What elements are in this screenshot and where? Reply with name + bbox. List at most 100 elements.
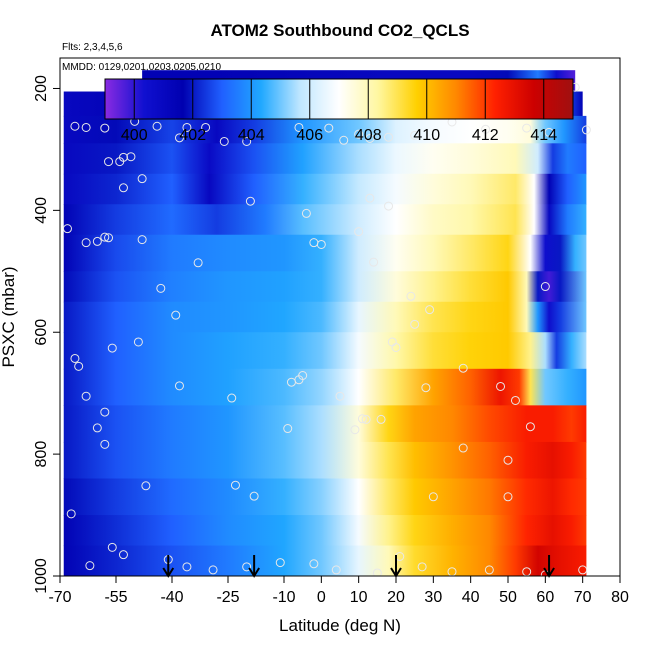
- y-axis-tick-label: 400: [33, 197, 50, 224]
- sample-point: [331, 565, 341, 575]
- sample-point: [126, 152, 136, 162]
- x-axis-tick-label: -70: [48, 589, 71, 606]
- chart-subtitle-dates: MMDD: 0129,0201,0203,0205,0210: [62, 62, 221, 73]
- sample-point: [540, 282, 550, 292]
- sample-point: [372, 568, 382, 576]
- sample-point: [100, 232, 110, 242]
- sample-point: [544, 127, 554, 137]
- colorbar-tick-label: 408: [355, 127, 382, 144]
- sample-point: [100, 123, 110, 133]
- sample-point: [503, 492, 513, 502]
- plot-frame: [59, 57, 621, 577]
- sample-point: [298, 371, 308, 381]
- sample-point: [182, 122, 192, 132]
- sample-point: [104, 157, 114, 167]
- sample-point: [510, 395, 520, 405]
- heatmap-band: [63, 368, 587, 406]
- sample-point: [361, 414, 371, 424]
- sample-point: [365, 133, 375, 143]
- sample-point: [62, 224, 72, 234]
- sample-point: [417, 562, 427, 572]
- sample-point: [107, 343, 117, 353]
- sample-point: [249, 491, 259, 501]
- sample-point: [339, 135, 349, 145]
- sample-point: [227, 393, 237, 403]
- heatmap-band: [63, 271, 587, 303]
- sample-point: [301, 208, 311, 218]
- sample-point: [100, 439, 110, 449]
- sample-point: [503, 455, 513, 465]
- chart-title: ATOM2 Southbound CO2_QCLS: [210, 21, 469, 40]
- colorbar-tick-label: 410: [413, 127, 440, 144]
- sample-point: [66, 509, 76, 519]
- sample-point: [384, 201, 394, 211]
- heatmap-band: [63, 478, 587, 516]
- heatmap-band: [63, 545, 587, 576]
- sample-point: [522, 123, 532, 133]
- sample-point: [384, 132, 394, 142]
- sample-point: [242, 136, 252, 146]
- sample-point: [92, 423, 102, 433]
- x-axis-tick-label: 20: [387, 589, 405, 606]
- sample-point: [484, 565, 494, 575]
- heatmap-band: [63, 441, 587, 480]
- heatmap-band: [63, 143, 587, 175]
- y-axis-tick-label: 600: [33, 319, 50, 346]
- sample-point: [81, 238, 91, 248]
- sample-point: [152, 121, 162, 131]
- y-axis-tick-label: 800: [33, 441, 50, 468]
- heatmap-layer: [63, 70, 587, 576]
- sample-point: [156, 283, 166, 293]
- sample-point: [410, 319, 420, 329]
- sample-point: [335, 391, 345, 401]
- sample-point: [107, 542, 117, 552]
- sample-point: [354, 227, 364, 237]
- heatmap-band: [63, 515, 587, 547]
- sample-point: [425, 305, 435, 315]
- sample-point: [92, 236, 102, 246]
- x-axis-tick-label: -10: [272, 589, 295, 606]
- heatmap-band: [63, 173, 587, 205]
- sample-point: [171, 310, 181, 320]
- sample-point: [406, 291, 416, 301]
- x-axis-tick-label: -40: [160, 589, 183, 606]
- sample-point: [316, 239, 326, 249]
- heatmap-band: [63, 332, 587, 370]
- sample-point: [70, 353, 80, 363]
- sample-point: [242, 562, 252, 572]
- x-axis-tick-label: -55: [104, 589, 127, 606]
- sample-point: [208, 565, 218, 575]
- sample-point: [283, 424, 293, 434]
- sample-point: [245, 196, 255, 206]
- sample-point: [137, 174, 147, 184]
- x-axis-tick-label: 60: [536, 589, 554, 606]
- y-axis-tick-label: 1000: [33, 558, 50, 594]
- sample-point: [193, 258, 203, 268]
- colorbar-tick-label: 412: [472, 127, 499, 144]
- x-axis-title: Latitude (deg N): [279, 616, 401, 635]
- sample-point: [201, 122, 211, 132]
- sample-point: [118, 183, 128, 193]
- sample-point: [174, 133, 184, 143]
- colorbar-tick-label: 406: [296, 127, 323, 144]
- sample-point: [324, 123, 334, 133]
- sample-point: [481, 124, 491, 134]
- heatmap-band: [63, 301, 587, 333]
- sample-point: [74, 361, 84, 371]
- sample-point: [174, 381, 184, 391]
- sample-point: [525, 422, 535, 432]
- sample-point: [496, 381, 506, 391]
- heatmap-band: [63, 204, 587, 236]
- chart-subtitle-flights: Flts: 2,3,4,5,6: [62, 42, 123, 53]
- sample-point: [141, 481, 151, 491]
- x-axis-tick-label: 0: [317, 589, 326, 606]
- sample-point: [81, 122, 91, 132]
- sample-point: [294, 122, 304, 132]
- colorbar-tick-label: 404: [238, 127, 265, 144]
- colorbar-tick-label: 414: [530, 127, 557, 144]
- heatmap-band: [63, 234, 587, 272]
- sample-point: [350, 425, 360, 435]
- sample-point: [70, 121, 80, 131]
- colorbar-tick-label: 400: [121, 127, 148, 144]
- x-axis-tick-label: 70: [574, 589, 592, 606]
